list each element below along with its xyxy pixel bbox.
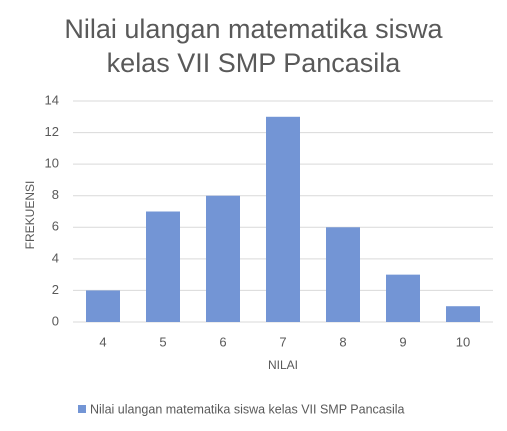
x-tick-label: 7 <box>279 334 286 349</box>
y-tick-label: 6 <box>52 219 59 234</box>
bar <box>206 195 240 322</box>
bar <box>266 116 300 323</box>
y-tick-label: 8 <box>52 187 59 202</box>
chart-title: Nilai ulangan matematika siswa kelas VII… <box>64 14 443 78</box>
y-tick-label: 12 <box>45 124 59 139</box>
x-tick-label: 10 <box>456 334 470 349</box>
x-tick-label: 8 <box>339 334 346 349</box>
bar <box>386 274 420 322</box>
bar <box>86 290 120 322</box>
y-tick-label: 14 <box>45 92 59 107</box>
y-tick-label: 10 <box>45 156 59 171</box>
legend-label: Nilai ulangan matematika siswa kelas VII… <box>90 402 405 416</box>
bar <box>326 227 360 322</box>
y-tick-label: 0 <box>52 313 59 328</box>
legend-swatch <box>78 405 86 413</box>
bar <box>446 306 480 322</box>
x-axis-label: NILAI <box>268 358 298 372</box>
bar <box>146 211 180 322</box>
x-tick-label: 6 <box>219 334 226 349</box>
y-tick-label: 2 <box>52 282 59 297</box>
x-tick-label: 9 <box>399 334 406 349</box>
x-tick-label: 4 <box>99 334 106 349</box>
y-axis-label: FREKUENSI <box>23 181 37 250</box>
x-tick-label: 5 <box>159 334 166 349</box>
y-tick-label: 4 <box>52 250 59 265</box>
